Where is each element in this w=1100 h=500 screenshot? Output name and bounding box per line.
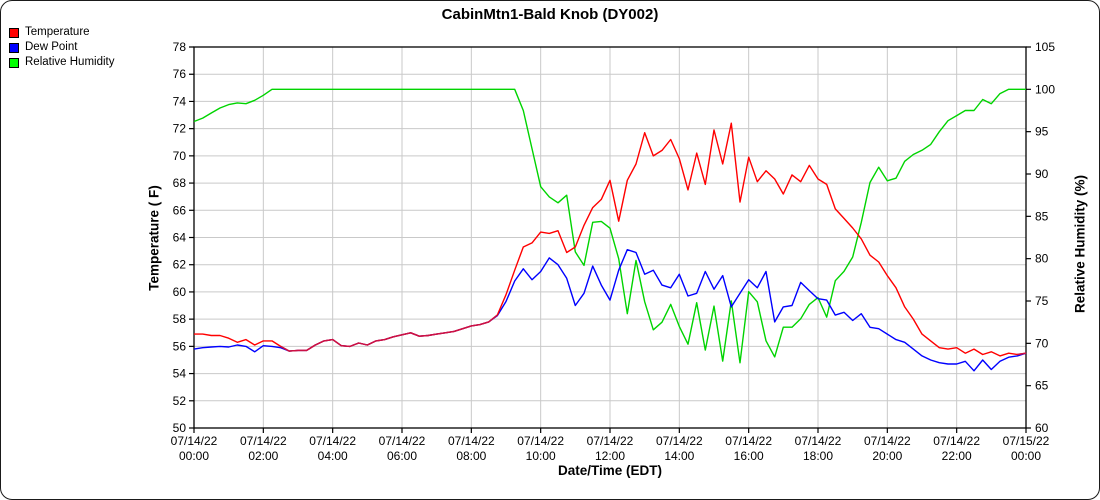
chart-title: CabinMtn1-Bald Knob (DY002): [441, 6, 659, 23]
plot-border: [193, 46, 1027, 429]
temperature-swatch-icon: [9, 27, 19, 38]
svg-text:18:00: 18:00: [803, 449, 833, 463]
svg-text:07/14/22: 07/14/22: [240, 434, 287, 448]
svg-text:64: 64: [173, 231, 187, 245]
relative-humidity-line: [193, 88, 1026, 364]
svg-text:70: 70: [1035, 336, 1049, 350]
plot-grid: [193, 46, 1027, 429]
svg-text:68: 68: [173, 176, 187, 190]
svg-text:20:00: 20:00: [872, 449, 902, 463]
svg-text:07/14/22: 07/14/22: [379, 434, 426, 448]
svg-text:16:00: 16:00: [734, 449, 764, 463]
svg-text:12:00: 12:00: [595, 449, 625, 463]
svg-text:07/14/22: 07/14/22: [517, 434, 564, 448]
svg-text:56: 56: [173, 339, 187, 353]
svg-text:66: 66: [173, 203, 187, 217]
svg-text:58: 58: [173, 312, 187, 326]
svg-text:02:00: 02:00: [248, 449, 278, 463]
legend: Temperature Dew Point Relative Humidity: [9, 26, 114, 69]
svg-text:07/14/22: 07/14/22: [656, 434, 703, 448]
svg-text:07/14/22: 07/14/22: [933, 434, 980, 448]
x-axis-title: Date/Time (EDT): [557, 463, 663, 478]
temp-dew-overlap-line: [1017, 352, 1027, 356]
svg-text:60: 60: [173, 285, 187, 299]
svg-text:04:00: 04:00: [318, 449, 348, 463]
svg-text:105: 105: [1035, 40, 1055, 54]
svg-text:14:00: 14:00: [664, 449, 694, 463]
legend-label-dew-point: Dew Point: [25, 41, 78, 53]
svg-text:95: 95: [1035, 125, 1049, 139]
svg-text:07/14/22: 07/14/22: [725, 434, 772, 448]
svg-text:07/14/22: 07/14/22: [309, 434, 356, 448]
svg-text:62: 62: [173, 258, 187, 272]
svg-text:07/14/22: 07/14/22: [587, 434, 634, 448]
svg-text:80: 80: [1035, 252, 1049, 266]
svg-text:100: 100: [1035, 82, 1055, 96]
svg-text:07/14/22: 07/14/22: [171, 434, 218, 448]
svg-text:08:00: 08:00: [456, 449, 486, 463]
svg-text:22:00: 22:00: [942, 449, 972, 463]
svg-text:10:00: 10:00: [526, 449, 556, 463]
legend-label-temperature: Temperature: [25, 26, 90, 38]
svg-text:07/14/22: 07/14/22: [795, 434, 842, 448]
svg-text:07/15/22: 07/15/22: [1003, 434, 1050, 448]
legend-item-relative-humidity: Relative Humidity: [9, 56, 114, 69]
relative-humidity-swatch-icon: [9, 57, 19, 68]
axis-ticks: [189, 46, 1031, 433]
svg-text:75: 75: [1035, 294, 1049, 308]
svg-text:00:00: 00:00: [1011, 449, 1041, 463]
svg-text:50: 50: [173, 421, 187, 435]
svg-text:72: 72: [173, 122, 187, 136]
svg-text:06:00: 06:00: [387, 449, 417, 463]
dew-point-swatch-icon: [9, 42, 19, 53]
svg-text:90: 90: [1035, 167, 1049, 181]
legend-label-relative-humidity: Relative Humidity: [25, 56, 115, 68]
svg-text:74: 74: [173, 94, 187, 108]
legend-item-dew-point: Dew Point: [9, 41, 114, 54]
svg-text:07/14/22: 07/14/22: [448, 434, 495, 448]
legend-item-temperature: Temperature: [9, 26, 114, 39]
svg-text:85: 85: [1035, 209, 1049, 223]
svg-text:07/14/22: 07/14/22: [864, 434, 911, 448]
svg-text:00:00: 00:00: [179, 449, 209, 463]
temp-dew-overlap-line: [280, 314, 498, 352]
svg-text:76: 76: [173, 67, 187, 81]
svg-text:60: 60: [1035, 421, 1049, 435]
left-tick-labels: 50 52 54 56 58 60 62 64 66 68 70 72 74 76 78: [173, 40, 187, 435]
svg-text:70: 70: [173, 149, 187, 163]
svg-text:54: 54: [173, 367, 187, 381]
right-tick-labels: 60 65 70 75 80 85 90 95 100 105: [1035, 40, 1055, 435]
svg-text:78: 78: [173, 40, 187, 54]
x-tick-labels: 07/14/2200:0007/14/2202:0007/14/2204:000…: [171, 434, 1050, 463]
svg-text:65: 65: [1035, 379, 1049, 393]
svg-text:52: 52: [173, 394, 187, 408]
